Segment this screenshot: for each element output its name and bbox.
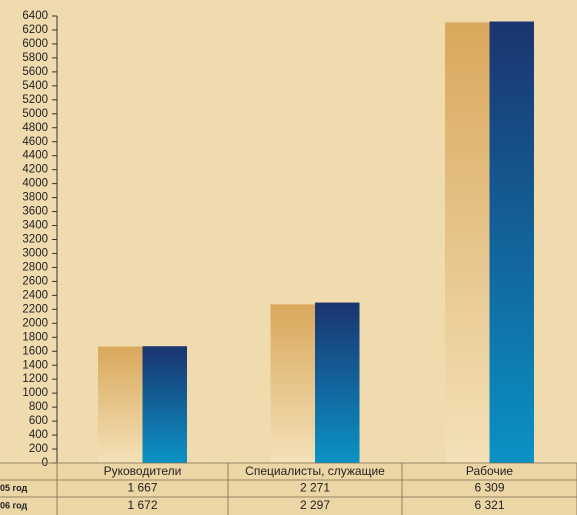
y-tick-label: 5600 — [22, 66, 48, 78]
bar — [445, 22, 490, 464]
y-tick-label: 3800 — [22, 192, 48, 204]
y-tick-label: 5400 — [22, 80, 48, 92]
data-label: 1 667 — [127, 481, 157, 495]
y-tick-label: 1800 — [22, 331, 48, 343]
y-tick-label: 5000 — [22, 108, 48, 120]
y-tick-label: 4800 — [22, 122, 48, 134]
y-tick-label: 4400 — [22, 150, 48, 162]
y-tick-label: 2800 — [22, 261, 48, 273]
y-tick-label: 6000 — [22, 38, 48, 50]
data-table-background — [0, 463, 577, 515]
y-tick-label: 600 — [29, 415, 48, 427]
legend-label: 05 год — [0, 483, 28, 493]
data-label: 6 309 — [474, 481, 504, 495]
y-tick-label: 1000 — [22, 387, 48, 399]
data-label: 6 321 — [474, 498, 504, 512]
data-label: 1 672 — [127, 498, 157, 512]
bar — [315, 302, 360, 463]
y-tick-label: 1600 — [22, 345, 48, 357]
y-tick-label: 4000 — [22, 178, 48, 190]
y-tick-label: 2600 — [22, 275, 48, 287]
y-tick-label: 1200 — [22, 373, 48, 385]
y-tick-label: 3400 — [22, 220, 48, 232]
y-tick-label: 4200 — [22, 164, 48, 176]
y-tick-label: 200 — [29, 443, 48, 455]
bar — [142, 346, 187, 463]
bar — [270, 304, 315, 463]
y-tick-label: 2000 — [22, 317, 48, 329]
y-tick-label: 2200 — [22, 303, 48, 315]
x-tick-label: Рабочие — [466, 464, 514, 478]
data-label: 2 271 — [300, 481, 330, 495]
y-tick-label: 5200 — [22, 94, 48, 106]
y-tick-label: 400 — [29, 429, 48, 441]
y-tick-label: 2400 — [22, 289, 48, 301]
y-tick-label: 4600 — [22, 136, 48, 148]
x-tick-label: Специалисты, служащие — [245, 464, 385, 478]
y-tick-label: 6400 — [22, 10, 48, 22]
y-tick-label: 3000 — [22, 248, 48, 260]
y-tick-label: 3200 — [22, 234, 48, 246]
legend-label: 06 год — [0, 500, 28, 510]
y-tick-label: 3600 — [22, 206, 48, 218]
y-tick-label: 800 — [29, 401, 48, 413]
y-tick-label: 1400 — [22, 359, 48, 371]
bar — [489, 21, 534, 463]
data-label: 2 297 — [300, 498, 330, 512]
y-tick-label: 5800 — [22, 52, 48, 64]
y-tick-label: 6200 — [22, 24, 48, 36]
bar — [98, 346, 143, 463]
x-tick-label: Руководители — [104, 464, 182, 478]
